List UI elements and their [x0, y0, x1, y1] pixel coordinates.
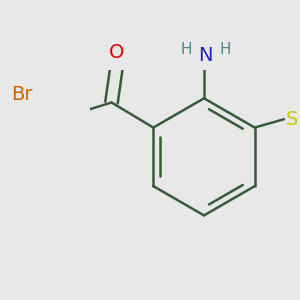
Text: Br: Br: [11, 85, 33, 104]
Text: O: O: [110, 43, 125, 62]
Text: N: N: [198, 46, 213, 64]
Text: H: H: [180, 42, 192, 57]
Text: S: S: [286, 110, 298, 129]
Text: H: H: [219, 42, 231, 57]
